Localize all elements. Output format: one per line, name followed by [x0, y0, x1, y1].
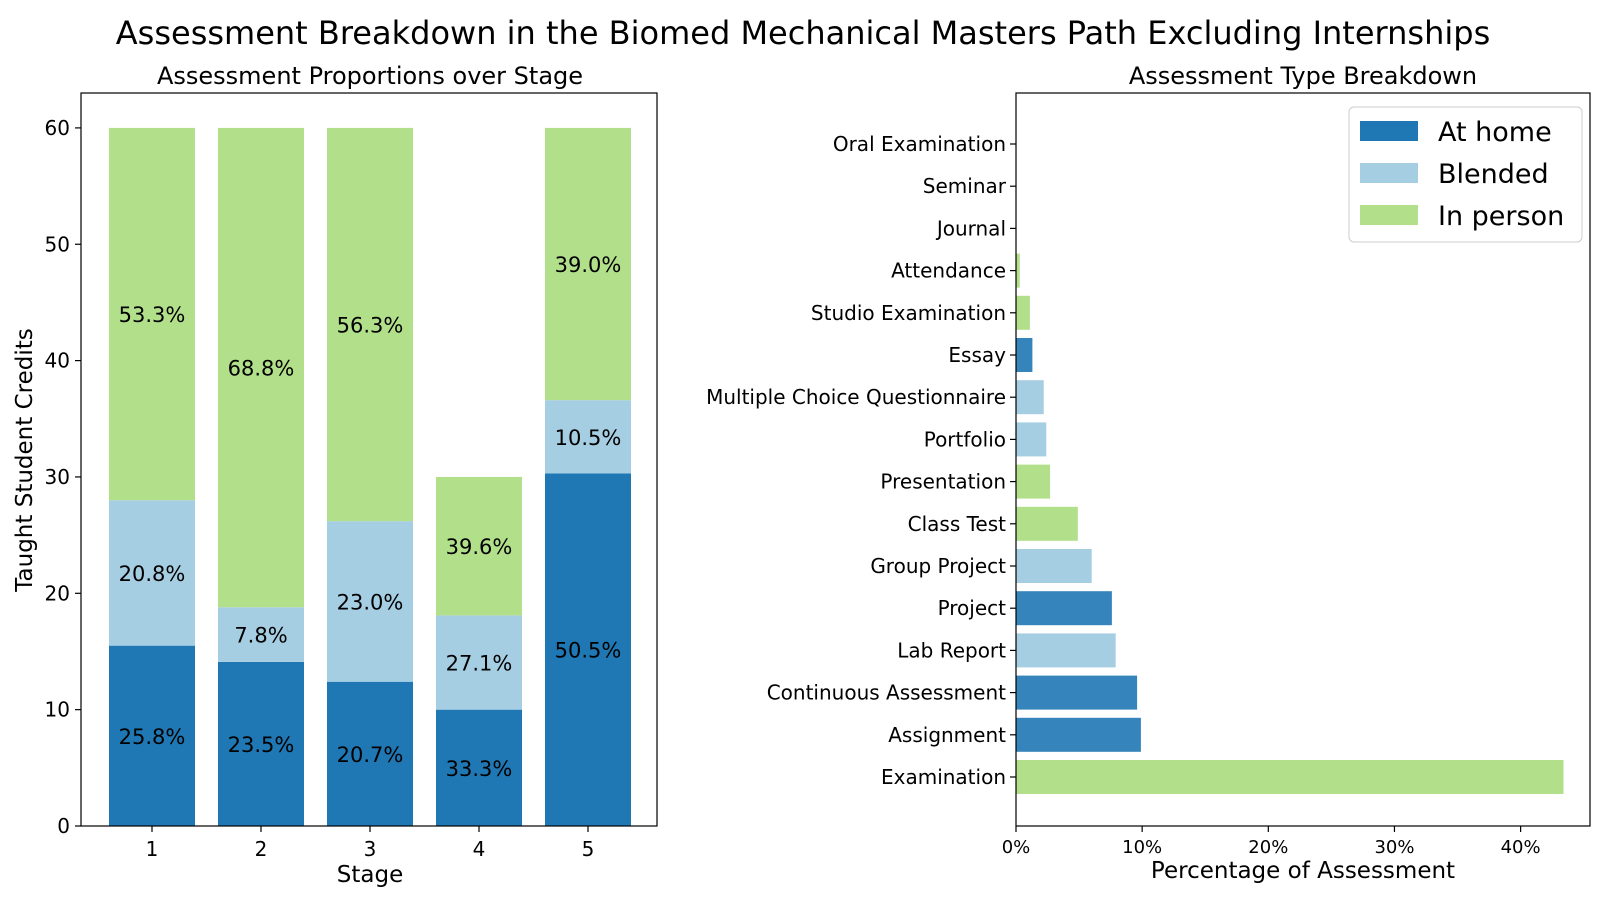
- stage-2-blended-label: 7.8%: [234, 624, 287, 648]
- legend-label-in-person: In person: [1438, 201, 1564, 232]
- right-x-tick-label: 20%: [1248, 837, 1288, 858]
- legend-swatch-blended: [1360, 163, 1418, 183]
- bar-portfolio: [1016, 422, 1047, 457]
- right-x-tick-label: 10%: [1122, 837, 1162, 858]
- right-y-tick-label: Lab Report: [897, 638, 1006, 662]
- bar-presentation: [1016, 464, 1051, 499]
- left-x-tick-label: 3: [364, 837, 377, 861]
- right-y-tick-label: Seminar: [923, 174, 1007, 198]
- stage-4-in-person-label: 39.6%: [446, 535, 513, 559]
- left-plot-area: 25.8% 20.8% 53.3% 23.5% 7.8% 68.8% 20.7% 23.0% 5…: [45, 92, 658, 861]
- bar-attendance: [1016, 253, 1020, 288]
- right-y-tick-label: Essay: [948, 343, 1006, 367]
- bar-class-test: [1016, 506, 1078, 541]
- legend-label-blended: Blended: [1438, 159, 1549, 190]
- bar-essay: [1016, 338, 1033, 372]
- right-x-tick-label: 30%: [1374, 837, 1414, 858]
- stage-1-in-person-bar: [109, 127, 195, 501]
- stage-3-in-person-label: 56.3%: [337, 314, 404, 338]
- stage-1-at-home-bar: [109, 645, 195, 826]
- stage-4-at-home-label: 33.3%: [446, 757, 513, 781]
- stage-1-blended-label: 20.8%: [119, 562, 186, 586]
- right-y-tick-label: Oral Examination: [833, 132, 1006, 156]
- stage-2-at-home-bar: [218, 661, 304, 826]
- stage-5-blended-label: 10.5%: [555, 426, 622, 450]
- legend-swatch-at-home: [1360, 121, 1418, 141]
- stage-5-at-home-bar: [545, 473, 631, 826]
- right-y-tick-label: Examination: [881, 765, 1006, 789]
- left-y-tick-label: 0: [57, 814, 70, 838]
- right-y-tick-label: Assignment: [888, 723, 1006, 747]
- stage-5-blended-bar: [545, 400, 631, 474]
- stage-3-in-person-bar: [327, 127, 413, 522]
- left-y-tick-label: 20: [45, 581, 70, 605]
- stage-5-at-home-label: 50.5%: [555, 639, 622, 663]
- assessment-type-bar-chart: Assessment Type Breakdown Percentage of …: [706, 62, 1591, 884]
- right-y-tick-label: Multiple Choice Questionnaire: [706, 385, 1006, 409]
- bar-examination: [1016, 760, 1564, 794]
- stage-2-at-home-label: 23.5%: [228, 733, 295, 757]
- left-plot-frame: [80, 92, 658, 827]
- stage-4-in-person-bar: [436, 476, 522, 616]
- left-x-tick-label: 2: [255, 837, 268, 861]
- right-x-tick-label: 0%: [1002, 837, 1031, 858]
- legend: At home Blended In person: [1348, 106, 1583, 243]
- bar-continuous-assessment: [1016, 675, 1138, 710]
- left-x-tick-label: 1: [146, 837, 159, 861]
- stage-3-blended-bar: [327, 521, 413, 682]
- right-y-tick-label: Presentation: [880, 470, 1006, 494]
- legend-label-at-home: At home: [1438, 117, 1552, 148]
- right-plot-frame: [1015, 92, 1591, 827]
- right-y-tick-label: Group Project: [870, 554, 1006, 578]
- right-chart-xlabel: Percentage of Assessment: [1151, 858, 1455, 884]
- stage-stacked-bar-chart: Assessment Proportions over Stage Stage …: [12, 62, 658, 888]
- stage-2-blended-bar: [218, 607, 304, 662]
- right-chart-title: Assessment Type Breakdown: [1129, 62, 1477, 90]
- right-y-tick-label: Attendance: [891, 259, 1006, 283]
- right-y-tick-label: Class Test: [908, 512, 1007, 536]
- right-x-tick-label: 40%: [1501, 837, 1541, 858]
- left-chart-xlabel: Stage: [337, 862, 403, 888]
- left-y-tick-label: 10: [45, 698, 70, 722]
- right-y-tick-label: Continuous Assessment: [767, 681, 1006, 705]
- stage-2-in-person-label: 68.8%: [228, 357, 295, 381]
- stage-1-blended-bar: [109, 500, 195, 646]
- bar-studio-examination: [1016, 295, 1030, 330]
- stage-5-in-person-bar: [545, 127, 631, 401]
- stage-1-in-person-label: 53.3%: [119, 303, 186, 327]
- bar-assignment: [1016, 717, 1141, 752]
- left-x-tick-label: 5: [582, 837, 595, 861]
- bar-multiple-choice-questionnaire: [1016, 380, 1044, 415]
- right-y-tick-label: Portfolio: [924, 427, 1006, 451]
- right-y-tick-label: Project: [938, 596, 1007, 620]
- stage-3-blended-label: 23.0%: [337, 590, 404, 614]
- figure-title: Assessment Breakdown in the Biomed Mecha…: [116, 14, 1490, 52]
- bar-group-project: [1016, 549, 1092, 583]
- left-x-tick-label: 4: [473, 837, 486, 861]
- left-y-tick-label: 30: [45, 465, 70, 489]
- left-chart-title: Assessment Proportions over Stage: [157, 62, 583, 90]
- right-plot-area: Examination Assignment Continuous Assessme…: [706, 92, 1591, 858]
- stage-3-at-home-bar: [327, 681, 413, 826]
- stage-4-blended-label: 27.1%: [446, 652, 513, 676]
- stage-2-in-person-bar: [218, 127, 304, 608]
- stage-1-at-home-label: 25.8%: [119, 725, 186, 749]
- right-y-tick-label: Studio Examination: [811, 301, 1006, 325]
- stage-4-blended-bar: [436, 615, 522, 710]
- legend-swatch-in-person: [1360, 205, 1418, 225]
- right-y-tick-label: Journal: [935, 216, 1006, 240]
- left-y-tick-label: 50: [45, 232, 70, 256]
- left-y-tick-label: 40: [45, 349, 70, 373]
- left-y-tick-label: 60: [45, 116, 70, 140]
- left-chart-ylabel: Taught Student Credits: [12, 328, 38, 592]
- stage-3-at-home-label: 20.7%: [337, 743, 404, 767]
- bar-lab-report: [1016, 633, 1116, 668]
- stage-5-in-person-label: 39.0%: [555, 253, 622, 277]
- stage-4-at-home-bar: [436, 709, 522, 826]
- bar-project: [1016, 591, 1112, 626]
